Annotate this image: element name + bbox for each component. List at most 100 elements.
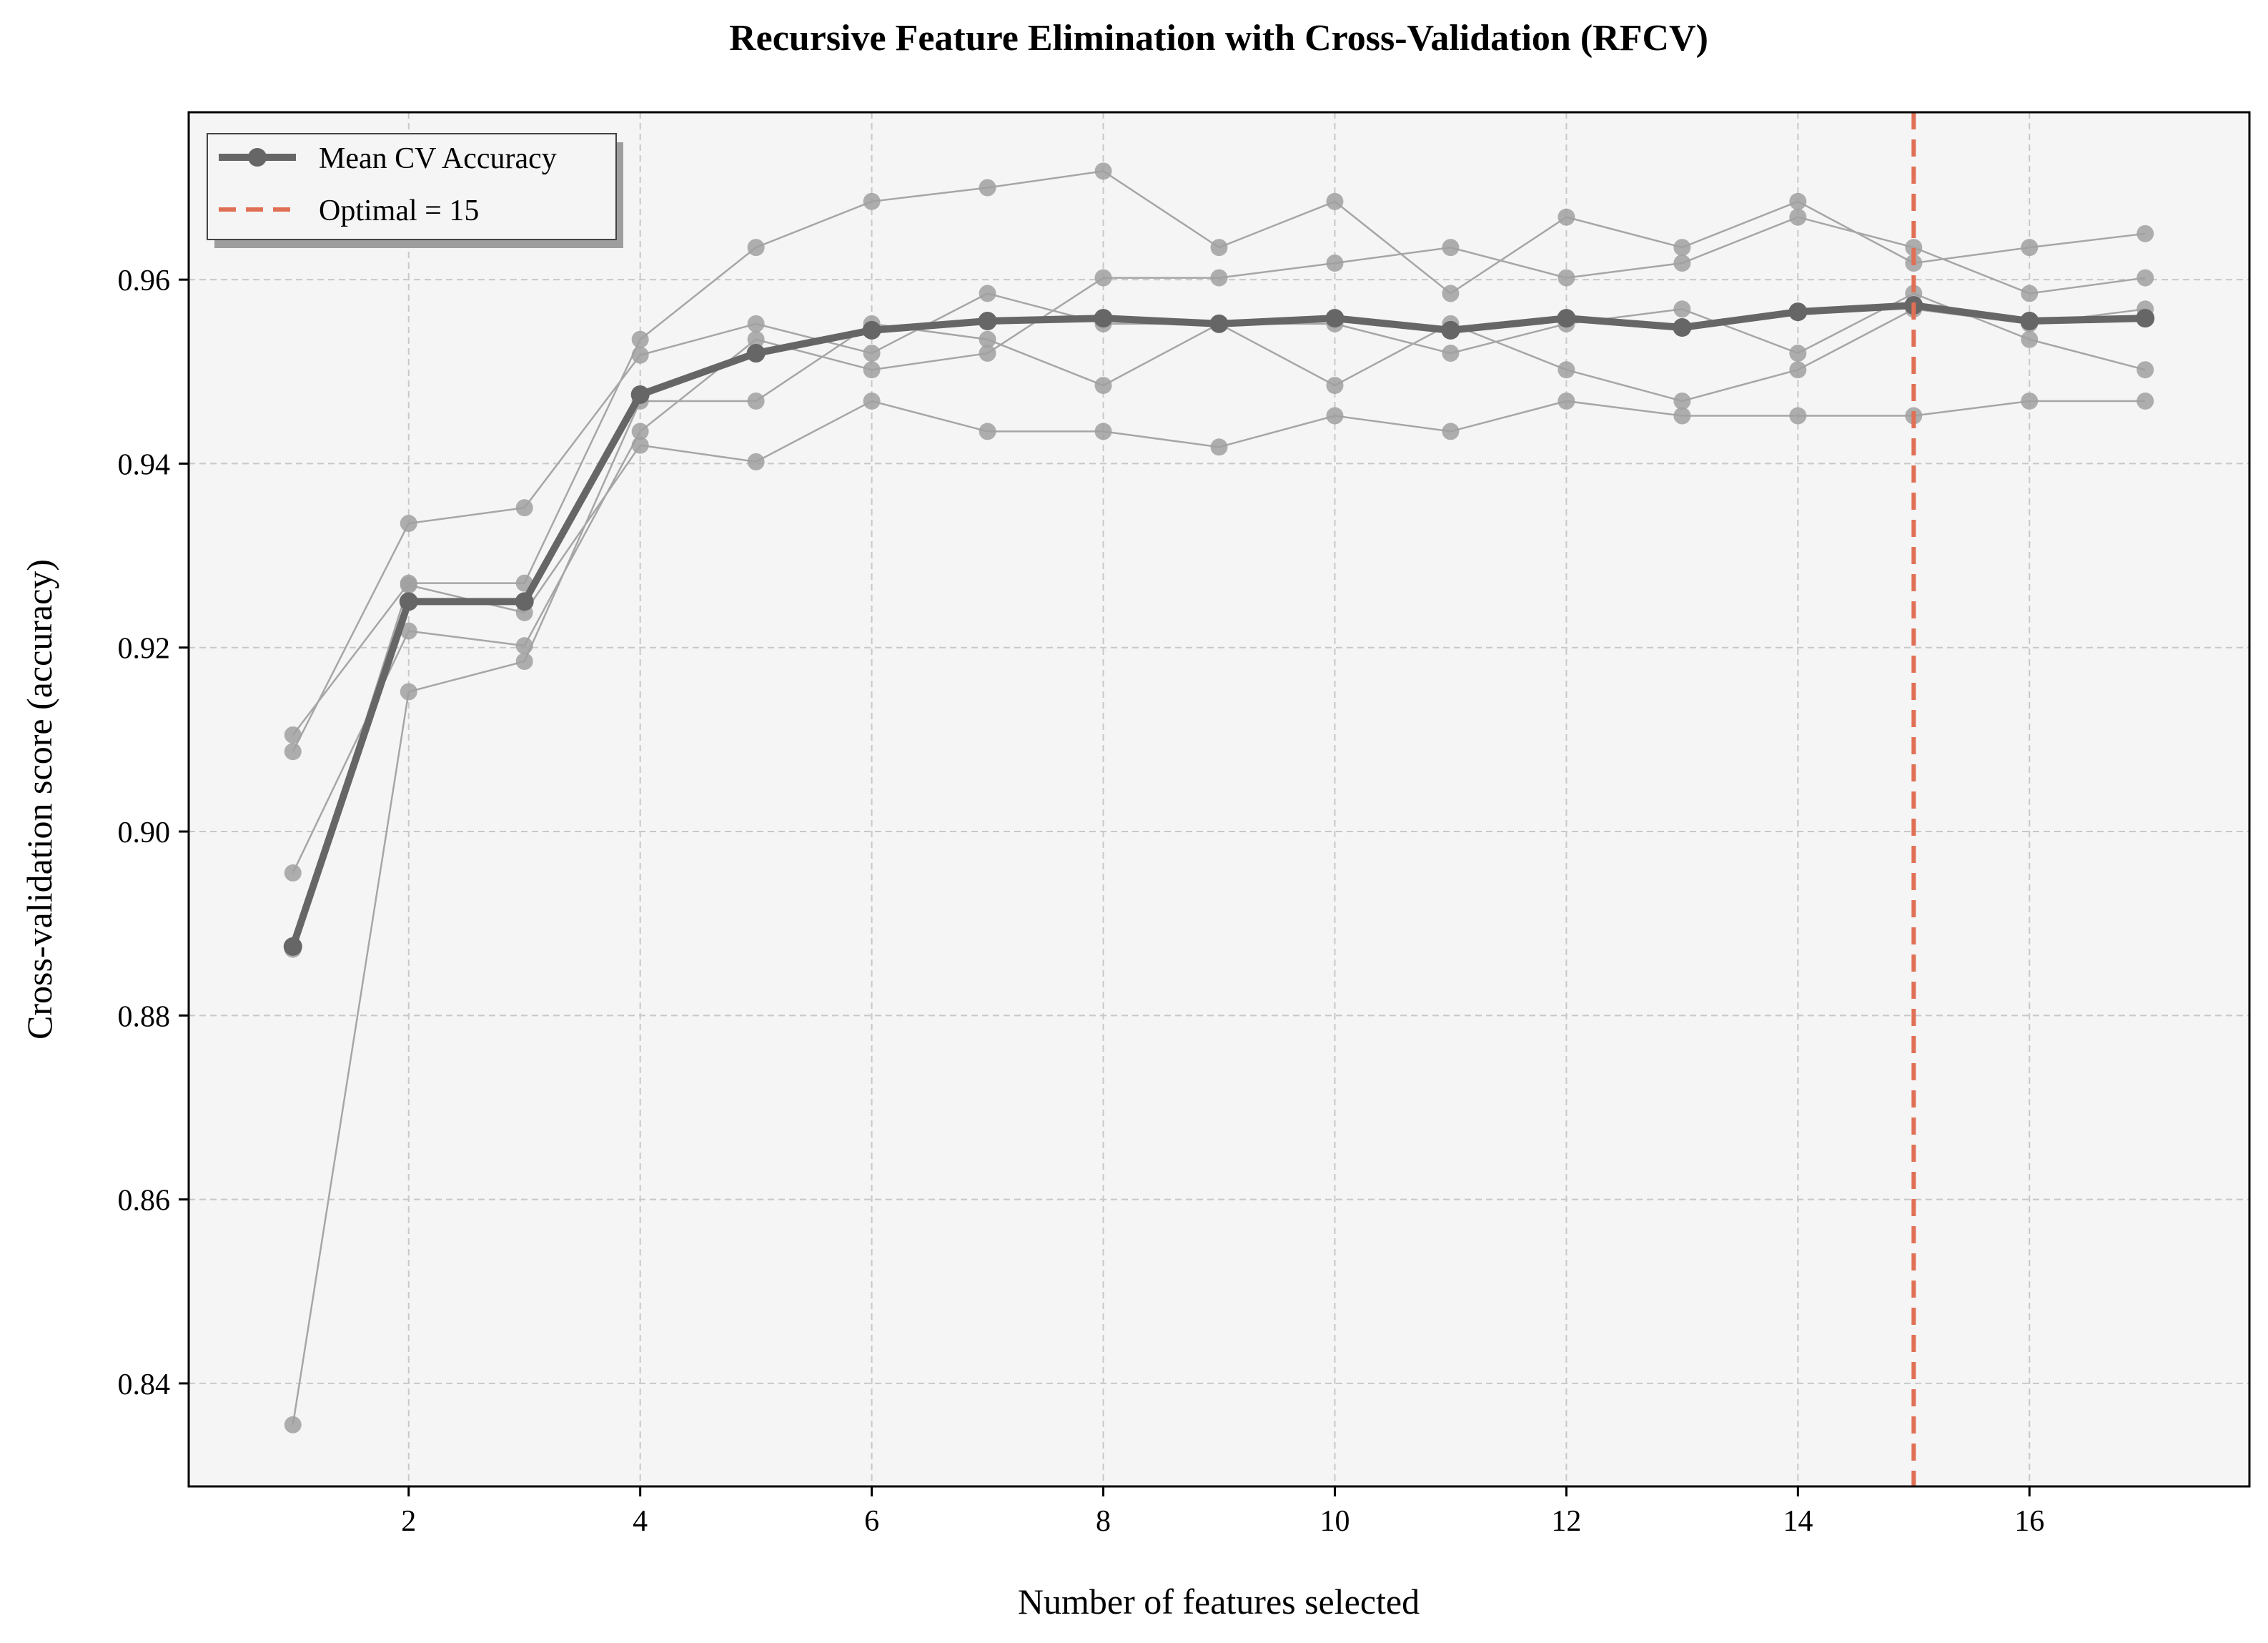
mean-point	[2136, 309, 2155, 328]
fold-point	[1326, 192, 1344, 210]
fold-point	[1442, 239, 1460, 257]
x-tick-label: 16	[2014, 1505, 2044, 1538]
fold-point	[979, 330, 996, 348]
fold-point	[1326, 377, 1344, 395]
fold-point	[1326, 407, 1344, 425]
fold-point	[1789, 407, 1807, 425]
fold-point	[1789, 208, 1807, 226]
mean-point	[515, 592, 534, 611]
y-tick-label: 0.88	[118, 1000, 171, 1033]
plot-frame	[187, 111, 2251, 1488]
fold-point	[515, 499, 533, 517]
fold-point	[1442, 285, 1460, 302]
mean-point	[1094, 309, 1113, 328]
fold-point	[1905, 239, 1923, 257]
fold-point	[631, 436, 649, 454]
y-axis-label: Cross-validation score (accuracy)	[19, 559, 59, 1040]
fold-point	[631, 423, 649, 440]
fold-point	[1094, 269, 1112, 287]
fold-point	[1673, 239, 1691, 257]
fold-point	[1094, 423, 1112, 440]
fold-point	[2021, 330, 2039, 348]
fold-point	[1210, 269, 1228, 287]
x-tick-label: 10	[1319, 1505, 1350, 1538]
legend-optimal-label: Optimal = 15	[319, 194, 479, 227]
y-tick-label: 0.84	[118, 1368, 171, 1401]
fold-point	[863, 392, 881, 410]
fold-point	[863, 345, 881, 362]
fold-point	[284, 743, 302, 761]
plot-area	[189, 112, 2249, 1486]
fold-point	[1789, 361, 1807, 379]
fold-point	[1789, 345, 1807, 362]
fold-point	[1210, 438, 1228, 456]
fold-point	[747, 315, 765, 332]
fold-point	[400, 576, 417, 594]
mean-point	[1441, 320, 1460, 340]
y-tick-label: 0.96	[118, 265, 171, 297]
x-tick-label: 2	[401, 1505, 416, 1538]
fold-point	[1094, 377, 1112, 395]
fold-point	[2136, 225, 2154, 242]
fold-point	[1673, 392, 1691, 410]
fold-point	[284, 726, 302, 744]
fold-point	[2021, 239, 2039, 257]
mean-point	[399, 592, 418, 611]
fold-point	[863, 192, 881, 210]
fold-point	[1673, 300, 1691, 318]
x-tick-label: 6	[864, 1505, 879, 1538]
fold-point	[1094, 162, 1112, 180]
fold-point	[1673, 407, 1691, 425]
fold-point	[979, 345, 996, 362]
x-tick-label: 4	[633, 1505, 648, 1538]
fold-point	[863, 361, 881, 379]
mean-point	[1557, 309, 1576, 328]
fold-point	[2021, 285, 2039, 302]
fold-point	[1558, 208, 1575, 226]
fold-point	[1442, 345, 1460, 362]
mean-point	[1325, 309, 1345, 328]
fold-point	[400, 683, 417, 701]
fold-point	[747, 239, 765, 257]
fold-point	[979, 285, 996, 302]
fold-point	[747, 330, 765, 348]
mean-point	[862, 320, 881, 340]
fold-point	[284, 864, 302, 882]
fold-point	[515, 653, 533, 671]
legend-mean-label: Mean CV Accuracy	[319, 142, 557, 175]
fold-point	[1558, 361, 1575, 379]
chart-title: Recursive Feature Elimination with Cross…	[729, 18, 1708, 59]
fold-point	[631, 346, 649, 364]
fold-point	[1442, 423, 1460, 440]
fold-point	[284, 1416, 302, 1434]
mean-point	[1673, 318, 1692, 337]
y-tick-label: 0.94	[118, 448, 171, 481]
x-tick-label: 14	[1783, 1505, 1813, 1538]
fold-point	[979, 423, 996, 440]
fold-point	[400, 622, 417, 640]
fold-point	[1210, 239, 1228, 257]
fold-point	[1558, 269, 1575, 287]
mean-point	[1788, 302, 1808, 322]
fold-point	[1558, 392, 1575, 410]
fold-point	[2136, 392, 2154, 410]
x-tick-label: 8	[1096, 1505, 1111, 1538]
mean-series	[283, 296, 2155, 956]
y-tick-label: 0.90	[118, 816, 171, 849]
mean-point	[978, 312, 997, 331]
legend-box	[207, 133, 617, 240]
fold-point	[1673, 254, 1691, 272]
fold-point	[400, 515, 417, 533]
mean-point	[2020, 312, 2039, 331]
mean-point	[746, 344, 766, 363]
x-tick-label: 12	[1551, 1505, 1581, 1538]
fold-point	[1789, 192, 1807, 210]
legend: Mean CV Accuracy Optimal = 15	[207, 133, 623, 248]
fold-point	[1326, 254, 1344, 272]
fold-point	[979, 179, 996, 197]
fold-point	[2136, 269, 2154, 287]
x-axis-ticks: 2 4 6 8 10 12 14 16	[401, 1486, 2044, 1538]
mean-point	[1209, 314, 1229, 333]
fold-point	[2021, 392, 2039, 410]
